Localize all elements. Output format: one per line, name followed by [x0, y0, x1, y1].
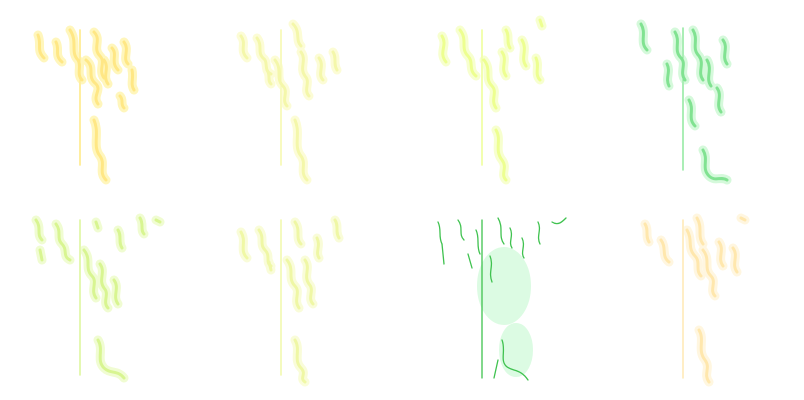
- tile-2: [201, 0, 402, 200]
- tile-5: [0, 200, 201, 400]
- tile-7: [402, 200, 603, 400]
- tile-4: [603, 0, 804, 200]
- scribble-figure-1: [33, 25, 139, 185]
- tile-1: [0, 0, 201, 200]
- scribble-figure-2: [236, 19, 342, 185]
- scribble-figure-5: [31, 213, 165, 383]
- scribble-figure-4: [636, 19, 732, 185]
- tile-3: [402, 0, 603, 200]
- scribble-figure-8: [640, 213, 750, 387]
- scribble-figure-7: [437, 217, 567, 381]
- scribble-figure-6: [236, 215, 344, 387]
- tile-8: [603, 200, 804, 400]
- scribble-figure-3: [437, 15, 547, 185]
- tile-6: [201, 200, 402, 400]
